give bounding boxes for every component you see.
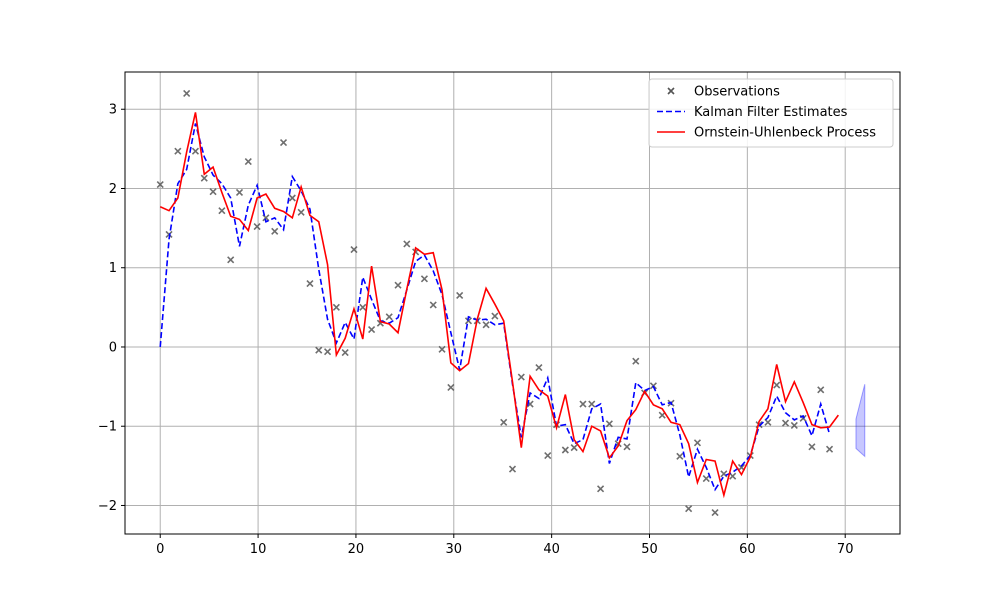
legend-box [648, 78, 894, 148]
observation-point [685, 505, 693, 513]
observation-point [808, 443, 816, 451]
observation-point [297, 208, 305, 216]
observation-point [279, 138, 288, 147]
observation-point [693, 439, 702, 447]
observation-point [288, 194, 296, 202]
legend-marker-observations [667, 87, 675, 95]
observation-point [790, 421, 798, 429]
observation-point [191, 147, 200, 155]
observation-point [623, 443, 631, 451]
observation-point [209, 188, 217, 196]
observation-point [711, 509, 719, 517]
observation-point [341, 348, 349, 357]
observation-point [253, 222, 261, 231]
uncertainty-band [855, 384, 866, 458]
observation-point [561, 446, 569, 454]
observation-point [482, 321, 490, 329]
x-tick-label: 30 [446, 542, 463, 557]
y-tick-label: 3 [109, 103, 117, 118]
observation-point [183, 89, 191, 97]
observation-point [773, 381, 781, 389]
kalman-series [159, 123, 831, 492]
legend-label: Ornstein-Uhlenbeck Process [694, 126, 876, 141]
observation-point [570, 444, 578, 452]
x-tick-label: 50 [641, 542, 658, 557]
y-tick-label: 1 [109, 261, 117, 276]
observation-point [315, 346, 323, 354]
legend-label: Observations [694, 85, 780, 100]
y-tick-label: 2 [109, 182, 117, 197]
observation-point [447, 383, 455, 391]
x-tick-label: 10 [250, 542, 267, 557]
observation-point [825, 445, 834, 453]
observation-point [781, 419, 790, 427]
observation-point [588, 400, 596, 408]
observation-point [271, 227, 279, 235]
legend: Observations Kalman Filter Estimates Ornst… [648, 78, 894, 148]
observation-point [508, 465, 517, 473]
observation-point [420, 275, 428, 283]
observation-point [729, 472, 737, 480]
x-tick-label: 20 [348, 542, 365, 557]
x-tick-label: 70 [837, 542, 854, 557]
observation-point [218, 207, 226, 215]
observation-point [438, 345, 446, 353]
x-tick-label: 40 [543, 542, 560, 557]
observation-point [350, 245, 358, 254]
observation-point [156, 180, 164, 189]
observation-point [544, 451, 552, 460]
legend-label: Kalman Filter Estimates [694, 105, 848, 120]
observation-point [332, 303, 340, 311]
observation-point [227, 256, 235, 264]
observation-point [632, 357, 640, 365]
observation-point [403, 240, 411, 248]
y-tick-label: −2 [98, 499, 117, 514]
observation-point [359, 303, 367, 311]
observation-point [702, 474, 710, 483]
y-tick-label: 0 [109, 340, 117, 355]
kalman-filter-line [159, 123, 831, 492]
observation-point [817, 386, 825, 394]
observation-point [306, 280, 314, 288]
observation-point [579, 400, 587, 408]
observation-point [535, 364, 543, 372]
observation-point [676, 452, 684, 460]
ou-process-line [159, 112, 839, 499]
observation-point [323, 348, 332, 356]
observation-point [597, 485, 605, 493]
y-tick-label: −1 [98, 420, 117, 435]
observation-point [500, 418, 508, 426]
uncertainty-band-area [855, 384, 866, 458]
plot-frame [124, 71, 901, 535]
axis-ticks: 0 10 20 30 40 50 60 70 −2 −1 0 1 2 3 [98, 103, 854, 557]
observation-point [394, 281, 402, 289]
observation-point [200, 174, 208, 182]
observation-point [368, 325, 376, 334]
observation-point [605, 420, 613, 428]
observation-point [456, 291, 464, 300]
observation-point [385, 313, 393, 321]
x-tick-label: 60 [739, 542, 756, 557]
observation-point [244, 157, 252, 166]
observation-point [429, 301, 437, 309]
observation-point [517, 373, 525, 381]
observation-point [764, 418, 772, 426]
observation-point [235, 188, 244, 197]
x-tick-label: 0 [156, 542, 164, 557]
ou-series [159, 112, 839, 499]
observation-point [491, 312, 499, 320]
observation-point [174, 147, 182, 155]
